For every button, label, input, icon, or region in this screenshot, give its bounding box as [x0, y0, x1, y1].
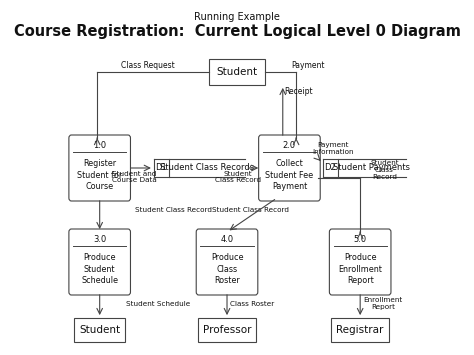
Text: Collect
Student Fee
Payment: Collect Student Fee Payment: [265, 159, 313, 191]
Bar: [209, 59, 265, 85]
Text: 2.0: 2.0: [283, 141, 296, 149]
Text: D2: D2: [324, 164, 336, 173]
Text: Receipt: Receipt: [284, 87, 313, 97]
Text: Produce
Student
Schedule: Produce Student Schedule: [81, 253, 118, 285]
Text: Student and
Course Data: Student and Course Data: [112, 170, 157, 184]
FancyBboxPatch shape: [329, 229, 391, 295]
Text: 1.0: 1.0: [93, 141, 106, 149]
Text: Produce
Enrollment
Report: Produce Enrollment Report: [338, 253, 382, 285]
FancyBboxPatch shape: [69, 135, 130, 201]
Text: Enrollment
Report: Enrollment Report: [364, 297, 403, 311]
Text: Course Registration:  Current Logical Level 0 Diagram: Course Registration: Current Logical Lev…: [14, 24, 460, 39]
Text: Register
Student for
Course: Register Student for Course: [77, 159, 122, 191]
Text: Running Example: Running Example: [194, 12, 280, 22]
Text: Student Class Record: Student Class Record: [135, 207, 211, 213]
Bar: [331, 318, 389, 342]
Text: Class Request: Class Request: [121, 61, 175, 71]
Text: Student
Class
Record: Student Class Record: [370, 160, 399, 180]
FancyBboxPatch shape: [259, 135, 320, 201]
Text: Student Payments: Student Payments: [333, 164, 410, 173]
Text: Student: Student: [79, 325, 120, 335]
Text: Student Class Records: Student Class Records: [160, 164, 254, 173]
FancyBboxPatch shape: [69, 229, 130, 295]
Text: Payment: Payment: [291, 61, 325, 71]
Text: Student
Class Record: Student Class Record: [215, 170, 261, 184]
Text: Professor: Professor: [203, 325, 251, 335]
Text: Student Schedule: Student Schedule: [126, 301, 191, 307]
Text: Student Class Record: Student Class Record: [212, 207, 289, 213]
Text: 5.0: 5.0: [354, 235, 367, 244]
Text: Registrar: Registrar: [337, 325, 384, 335]
Bar: [198, 318, 256, 342]
Text: Class Roster: Class Roster: [230, 301, 274, 307]
Bar: [74, 318, 126, 342]
Text: 4.0: 4.0: [220, 235, 234, 244]
FancyBboxPatch shape: [196, 229, 258, 295]
Text: D1: D1: [155, 164, 167, 173]
Text: Produce
Class
Roster: Produce Class Roster: [211, 253, 243, 285]
Text: 3.0: 3.0: [93, 235, 106, 244]
Text: Student: Student: [217, 67, 257, 77]
Text: Payment
Information: Payment Information: [312, 142, 354, 154]
